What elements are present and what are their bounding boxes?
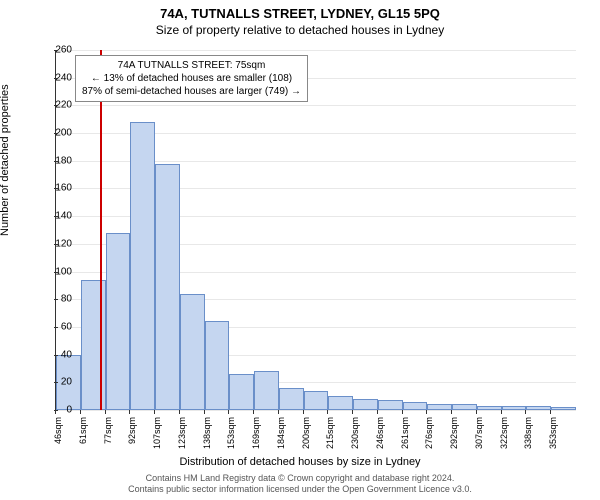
x-tick-label: 276sqm <box>424 417 434 467</box>
y-tick-mark <box>54 133 58 134</box>
histogram-bar <box>205 321 230 410</box>
x-tick-label: 77sqm <box>103 417 113 467</box>
histogram-bar <box>180 294 205 410</box>
footer-line-2: Contains public sector information licen… <box>0 484 600 496</box>
histogram-bar <box>353 399 378 410</box>
x-tick-label: 184sqm <box>276 417 286 467</box>
chart-title: 74A, TUTNALLS STREET, LYDNEY, GL15 5PQ <box>0 0 600 21</box>
footer-line-1: Contains HM Land Registry data © Crown c… <box>0 473 600 485</box>
y-tick-mark <box>54 105 58 106</box>
x-tick-label: 61sqm <box>78 417 88 467</box>
x-tick-mark <box>204 410 205 414</box>
plot-area <box>55 50 576 411</box>
x-tick-mark <box>402 410 403 414</box>
chart-container: 74A, TUTNALLS STREET, LYDNEY, GL15 5PQ S… <box>0 0 600 500</box>
x-tick-mark <box>377 410 378 414</box>
y-tick-mark <box>54 355 58 356</box>
grid-line <box>56 410 576 411</box>
x-tick-label: 107sqm <box>152 417 162 467</box>
x-tick-label: 353sqm <box>548 417 558 467</box>
x-tick-label: 169sqm <box>251 417 261 467</box>
annotation-box: 74A TUTNALLS STREET: 75sqm← 13% of detac… <box>75 55 308 102</box>
y-tick-mark <box>54 327 58 328</box>
chart-footer: Contains HM Land Registry data © Crown c… <box>0 473 600 496</box>
x-tick-mark <box>129 410 130 414</box>
x-tick-mark <box>501 410 502 414</box>
x-tick-label: 246sqm <box>375 417 385 467</box>
x-tick-label: 153sqm <box>226 417 236 467</box>
x-tick-label: 292sqm <box>449 417 459 467</box>
x-tick-label: 123sqm <box>177 417 187 467</box>
x-axis-label: Distribution of detached houses by size … <box>0 456 600 468</box>
x-tick-label: 261sqm <box>400 417 410 467</box>
y-tick-mark <box>54 188 58 189</box>
x-tick-mark <box>228 410 229 414</box>
x-tick-label: 215sqm <box>325 417 335 467</box>
x-tick-mark <box>303 410 304 414</box>
y-axis-label: Number of detached properties <box>0 84 11 236</box>
histogram-bar <box>551 407 576 410</box>
x-tick-mark <box>105 410 106 414</box>
histogram-bar <box>502 406 527 410</box>
chart-subtitle: Size of property relative to detached ho… <box>0 21 600 37</box>
histogram-bar <box>452 404 477 410</box>
histogram-bar <box>130 122 155 410</box>
x-tick-mark <box>179 410 180 414</box>
x-tick-mark <box>327 410 328 414</box>
x-tick-label: 46sqm <box>53 417 63 467</box>
grid-line <box>56 50 576 51</box>
y-tick-mark <box>54 299 58 300</box>
x-tick-label: 138sqm <box>202 417 212 467</box>
y-tick-mark <box>54 78 58 79</box>
y-tick-mark <box>54 244 58 245</box>
x-tick-label: 92sqm <box>127 417 137 467</box>
x-tick-label: 307sqm <box>474 417 484 467</box>
histogram-bar <box>328 396 353 410</box>
histogram-bar <box>155 164 180 410</box>
x-tick-mark <box>550 410 551 414</box>
x-tick-mark <box>253 410 254 414</box>
y-tick-mark <box>54 161 58 162</box>
x-tick-mark <box>154 410 155 414</box>
x-tick-mark <box>426 410 427 414</box>
histogram-bar <box>304 391 329 410</box>
x-tick-mark <box>525 410 526 414</box>
histogram-bar <box>526 406 551 410</box>
x-tick-mark <box>55 410 56 414</box>
x-tick-mark <box>80 410 81 414</box>
histogram-bar <box>254 371 279 410</box>
y-tick-mark <box>54 216 58 217</box>
histogram-bar <box>477 406 502 410</box>
histogram-bar <box>427 404 452 410</box>
x-tick-label: 230sqm <box>350 417 360 467</box>
y-tick-mark <box>54 50 58 51</box>
histogram-bar <box>106 233 131 410</box>
x-tick-label: 200sqm <box>301 417 311 467</box>
y-tick-mark <box>54 272 58 273</box>
histogram-bar <box>403 402 428 410</box>
y-tick-mark <box>54 382 58 383</box>
histogram-bar <box>279 388 304 410</box>
annotation-line: ← 13% of detached houses are smaller (10… <box>82 72 301 85</box>
x-tick-mark <box>278 410 279 414</box>
x-tick-label: 322sqm <box>499 417 509 467</box>
annotation-line: 74A TUTNALLS STREET: 75sqm <box>82 59 301 72</box>
histogram-bar <box>378 400 403 410</box>
x-tick-mark <box>352 410 353 414</box>
annotation-line: 87% of semi-detached houses are larger (… <box>82 85 301 98</box>
x-tick-mark <box>451 410 452 414</box>
histogram-bar <box>229 374 254 410</box>
x-tick-mark <box>476 410 477 414</box>
histogram-bar <box>81 280 106 410</box>
x-tick-label: 338sqm <box>523 417 533 467</box>
reference-line <box>100 50 102 410</box>
grid-line <box>56 105 576 106</box>
